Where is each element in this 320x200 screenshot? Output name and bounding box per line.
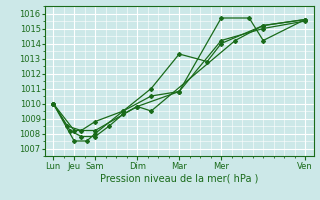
X-axis label: Pression niveau de la mer( hPa ): Pression niveau de la mer( hPa ) (100, 173, 258, 183)
